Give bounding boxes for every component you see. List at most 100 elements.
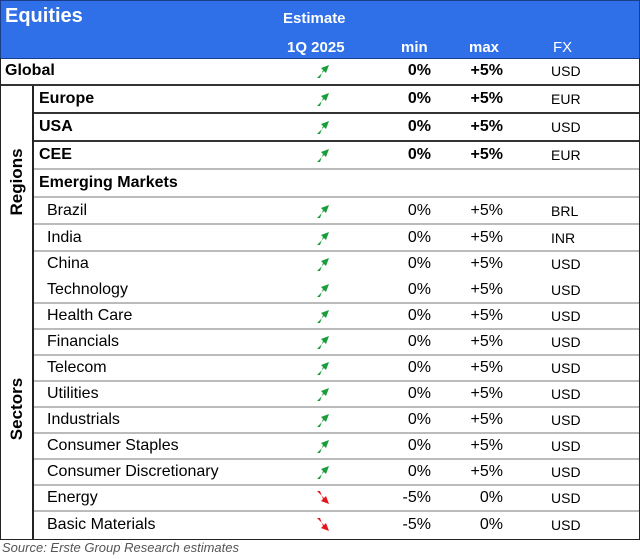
table-row: Utilities 0% +5% USD <box>34 382 639 408</box>
min-value: 0% <box>407 281 431 298</box>
fx-value: USD <box>551 256 581 272</box>
max-value: +5% <box>470 463 503 480</box>
min-value: 0% <box>407 385 431 402</box>
max-value: +5% <box>470 255 503 272</box>
arrow-up-right-icon <box>313 146 331 164</box>
max-value: +5% <box>470 90 503 107</box>
table-row: Europe 0% +5% EUR <box>34 86 639 114</box>
arrow-up-right-icon <box>313 281 331 299</box>
fx-value: USD <box>551 119 581 135</box>
max-value: +5% <box>470 411 503 428</box>
fx-value: INR <box>551 229 576 246</box>
min-value: 0% <box>407 201 431 219</box>
table-header: Equities Estimate 1Q 2025 min max FX <box>0 0 640 59</box>
arrow-up-right-icon <box>313 229 331 247</box>
max-value: +5% <box>470 228 503 246</box>
table-row: Emerging Markets <box>34 170 639 198</box>
max-header: max <box>469 39 500 56</box>
fx-value: USD <box>551 412 581 428</box>
table-row: Industrials 0% +5% USD <box>34 408 639 434</box>
table-row: Financials 0% +5% USD <box>34 330 639 356</box>
max-value: +5% <box>470 359 503 376</box>
row-name: Financials <box>47 333 120 350</box>
max-value: +5% <box>470 333 503 350</box>
table-row: Brazil 0% +5% BRL <box>34 198 639 225</box>
row-name: Energy <box>47 489 98 506</box>
min-value: 0% <box>407 307 431 324</box>
max-value: +5% <box>470 437 503 454</box>
row-name: Basic Materials <box>47 515 156 533</box>
table-title: Equities <box>5 5 83 27</box>
arrow-down-right-icon <box>313 516 331 534</box>
row-name: Industrials <box>47 411 120 428</box>
row-name: Technology <box>47 281 128 298</box>
row-name: Brazil <box>47 201 88 219</box>
table-row: Consumer Discretionary 0% +5% USD <box>34 460 639 486</box>
max-value: 0% <box>479 515 503 533</box>
arrow-up-right-icon <box>313 385 331 403</box>
arrow-up-right-icon <box>313 62 331 80</box>
table-row: India 0% +5% INR <box>34 225 639 252</box>
fx-value: USD <box>551 516 581 533</box>
sectors-group-label: Sectors <box>1 278 34 539</box>
row-name: India <box>47 228 82 246</box>
table-row: Energy -5% 0% USD <box>34 486 639 512</box>
fx-value: EUR <box>551 147 581 163</box>
fx-value: USD <box>551 438 581 454</box>
fx-value: USD <box>551 490 581 506</box>
fx-value: USD <box>551 334 581 350</box>
table-row: Basic Materials -5% 0% USD <box>34 512 639 537</box>
row-name: Health Care <box>47 307 133 324</box>
fx-value: BRL <box>551 202 579 219</box>
min-value: -5% <box>402 515 431 533</box>
fx-value: USD <box>551 282 581 298</box>
table-row: Global 0% +5% USD <box>1 58 639 86</box>
min-value: 0% <box>407 463 431 480</box>
arrow-up-right-icon <box>313 202 331 220</box>
period-header: 1Q 2025 <box>287 39 345 56</box>
min-value: 0% <box>407 62 431 79</box>
min-value: 0% <box>407 255 431 272</box>
table-row: Telecom 0% +5% USD <box>34 356 639 382</box>
table-row: Consumer Staples 0% +5% USD <box>34 434 639 460</box>
row-name: Consumer Staples <box>47 437 179 454</box>
max-value: 0% <box>479 489 503 506</box>
row-name: Emerging Markets <box>39 174 178 191</box>
max-value: +5% <box>470 201 503 219</box>
regions-label: Regions <box>6 148 26 216</box>
fx-value: USD <box>551 464 581 480</box>
min-value: 0% <box>407 118 431 135</box>
table-row: Technology 0% +5% USD <box>34 278 639 304</box>
row-name: Telecom <box>47 359 107 376</box>
min-header: min <box>401 39 428 56</box>
row-name: Global <box>5 62 55 79</box>
fx-value: EUR <box>551 91 581 107</box>
sectors-label: Sectors <box>6 377 26 440</box>
table-row: China 0% +5% USD <box>34 252 639 276</box>
max-value: +5% <box>470 385 503 402</box>
arrow-down-right-icon <box>313 489 331 507</box>
row-name: CEE <box>39 146 72 163</box>
min-value: 0% <box>407 437 431 454</box>
min-value: 0% <box>407 228 431 246</box>
table-row: CEE 0% +5% EUR <box>34 142 639 170</box>
min-value: 0% <box>407 359 431 376</box>
max-value: +5% <box>470 307 503 324</box>
min-value: 0% <box>407 333 431 350</box>
arrow-up-right-icon <box>313 359 331 377</box>
regions-group-label: Regions <box>1 86 34 278</box>
arrow-up-right-icon <box>313 437 331 455</box>
arrow-up-right-icon <box>313 255 331 273</box>
min-value: 0% <box>407 90 431 107</box>
table-row: Health Care 0% +5% USD <box>34 304 639 330</box>
max-value: +5% <box>470 118 503 135</box>
fx-value: USD <box>551 386 581 402</box>
arrow-up-right-icon <box>313 118 331 136</box>
arrow-up-right-icon <box>313 90 331 108</box>
arrow-up-right-icon <box>313 333 331 351</box>
equities-table: Regions Sectors Global 0% +5% USD Europe 0% +5… <box>0 58 640 540</box>
fx-header: FX <box>553 39 573 56</box>
fx-value: USD <box>551 63 581 79</box>
estimate-header: Estimate <box>283 10 346 27</box>
arrow-up-right-icon <box>313 463 331 481</box>
